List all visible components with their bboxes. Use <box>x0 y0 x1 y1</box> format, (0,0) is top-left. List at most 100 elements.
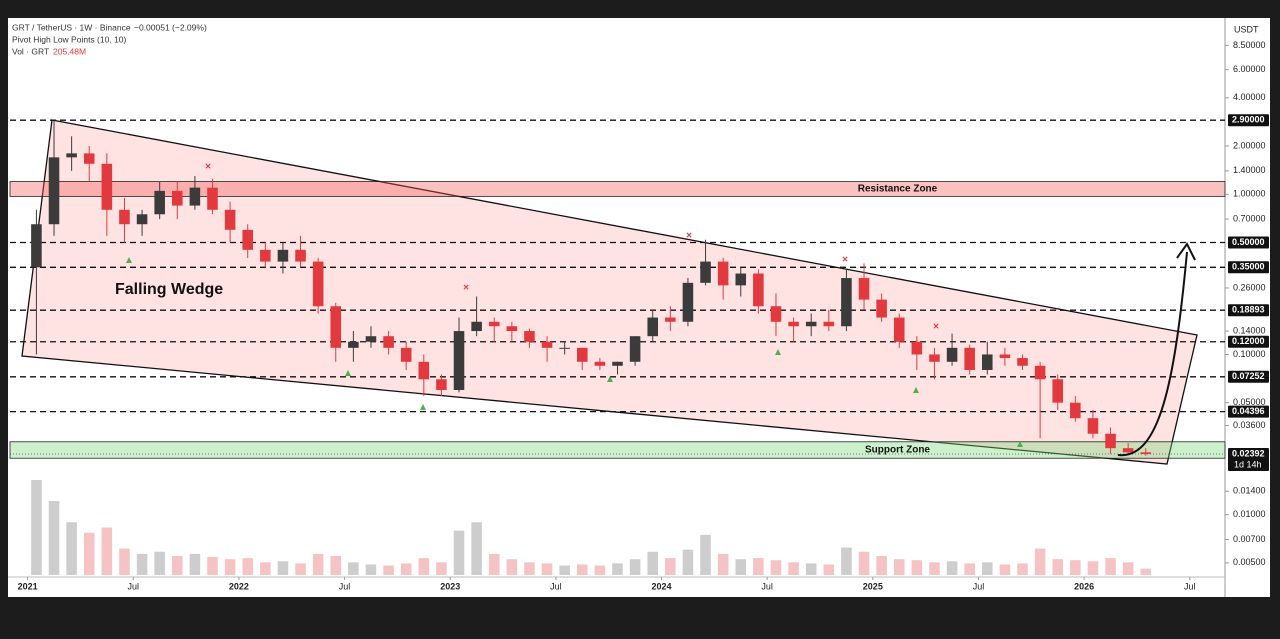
candle-body <box>48 157 60 225</box>
y-tick-label: 0.00500 <box>1233 557 1266 567</box>
candle-body <box>1087 418 1099 434</box>
volume-bar <box>365 564 377 575</box>
candle-body <box>365 336 377 342</box>
candles <box>31 120 1152 456</box>
y-tick-label: 0.01400 <box>1233 486 1266 496</box>
x-tick-label: Jul <box>761 581 773 591</box>
candle-body <box>330 306 342 348</box>
y-tick-label: 0.05000 <box>1233 397 1266 407</box>
volume-bar <box>400 563 412 575</box>
volume-bar <box>964 563 975 575</box>
candle-body <box>682 282 694 322</box>
volume-bar <box>471 522 482 575</box>
candle-body <box>753 273 764 307</box>
y-tick-label: 0.00700 <box>1233 534 1266 544</box>
candle-body <box>665 317 676 322</box>
volume-bar <box>893 559 905 575</box>
y-tick-label: 0.26000 <box>1233 282 1266 292</box>
candle-body <box>770 306 782 322</box>
volume-bar <box>1140 568 1152 575</box>
volume-bar <box>524 562 535 575</box>
candle-body <box>841 278 852 327</box>
candle-body <box>260 249 271 262</box>
annotation: Falling Wedge <box>115 281 223 298</box>
candle-body <box>488 321 500 327</box>
volume-bar <box>594 565 606 575</box>
volume-bar <box>436 562 447 575</box>
candle-body <box>823 321 835 327</box>
x-tick-label: Jul <box>550 581 562 591</box>
volume-bar <box>665 558 676 575</box>
x-tick-label: 2021 <box>18 581 38 591</box>
candle-body <box>876 299 887 318</box>
candle-body <box>400 347 412 362</box>
candle-body <box>735 273 747 286</box>
volume-bar <box>770 560 782 575</box>
axis: 8.50000 6.00000 4.00000 2.00000 1.40000 1.000… <box>18 40 1269 591</box>
level-label: 0.04396 <box>1232 406 1265 416</box>
volume-bar <box>717 553 729 575</box>
header-change: −0.00051 (−2.09%) <box>134 22 207 32</box>
candle-body <box>612 361 623 366</box>
y-tick-label: 6.00000 <box>1233 64 1266 74</box>
volume-bar <box>418 558 430 575</box>
x-tick-label: 2024 <box>652 581 672 591</box>
y-tick-label: 0.10000 <box>1233 349 1266 359</box>
header-symbol: GRT / TetherUS · 1W · Binance <box>12 22 131 32</box>
volume-bar <box>999 564 1011 575</box>
zone-label: Resistance Zone <box>858 184 938 195</box>
header-indicator: Pivot High Low Points (10, 10) <box>12 34 127 44</box>
volume-bar <box>101 527 113 575</box>
candle-body <box>541 341 553 348</box>
candle-body <box>1122 448 1134 453</box>
y-tick-label: 4.00000 <box>1233 92 1266 102</box>
candle-body <box>31 224 42 268</box>
volume-bar <box>207 557 218 575</box>
volume-bar <box>1034 548 1046 575</box>
volume-bar <box>629 559 641 575</box>
header-volume: Vol · GRT <box>12 46 49 56</box>
candle-body <box>277 249 289 262</box>
volume-bar <box>260 562 271 575</box>
candle-body <box>418 361 430 380</box>
volume-bar <box>242 558 253 575</box>
candle-body <box>172 190 183 206</box>
volume-bar <box>1105 558 1116 575</box>
falling-wedge <box>21 119 1198 465</box>
volume-bar <box>823 564 835 575</box>
level-label: 0.50000 <box>1232 237 1265 247</box>
candle-body <box>1140 452 1152 454</box>
volume-bar <box>488 553 500 575</box>
x-tick-label: 2022 <box>229 581 249 591</box>
volume-bar <box>700 534 711 575</box>
candle-body <box>647 317 658 337</box>
volume-bar <box>224 559 236 575</box>
pivot-high: × <box>686 231 692 242</box>
x-tick-label: Jul <box>339 581 351 591</box>
candle-body <box>224 209 236 230</box>
volume-bar <box>911 560 923 575</box>
candle-body <box>594 361 606 366</box>
level-label-box <box>1228 114 1269 127</box>
countdown-label: 1d 14h <box>1234 459 1262 469</box>
volume-bar <box>541 563 553 575</box>
candle-body <box>982 354 993 370</box>
underlay <box>21 119 1198 465</box>
volume-bar <box>1052 559 1063 575</box>
y-tick-label: 0.14000 <box>1233 325 1266 335</box>
candle-body <box>1017 358 1028 366</box>
candle-body <box>893 317 905 342</box>
volume-bar <box>83 532 95 575</box>
zone <box>9 441 1226 459</box>
volume-bar <box>453 530 465 575</box>
y-tick-label: 0.01000 <box>1233 509 1266 519</box>
header-volume-value: 205.48M <box>53 46 86 56</box>
candle-body <box>83 153 95 164</box>
volume-bar <box>295 563 306 575</box>
pivot-markers: × × × × × <box>126 162 1023 447</box>
candle-body <box>717 261 729 286</box>
candle-body <box>1070 402 1081 419</box>
candle-body <box>929 354 940 362</box>
